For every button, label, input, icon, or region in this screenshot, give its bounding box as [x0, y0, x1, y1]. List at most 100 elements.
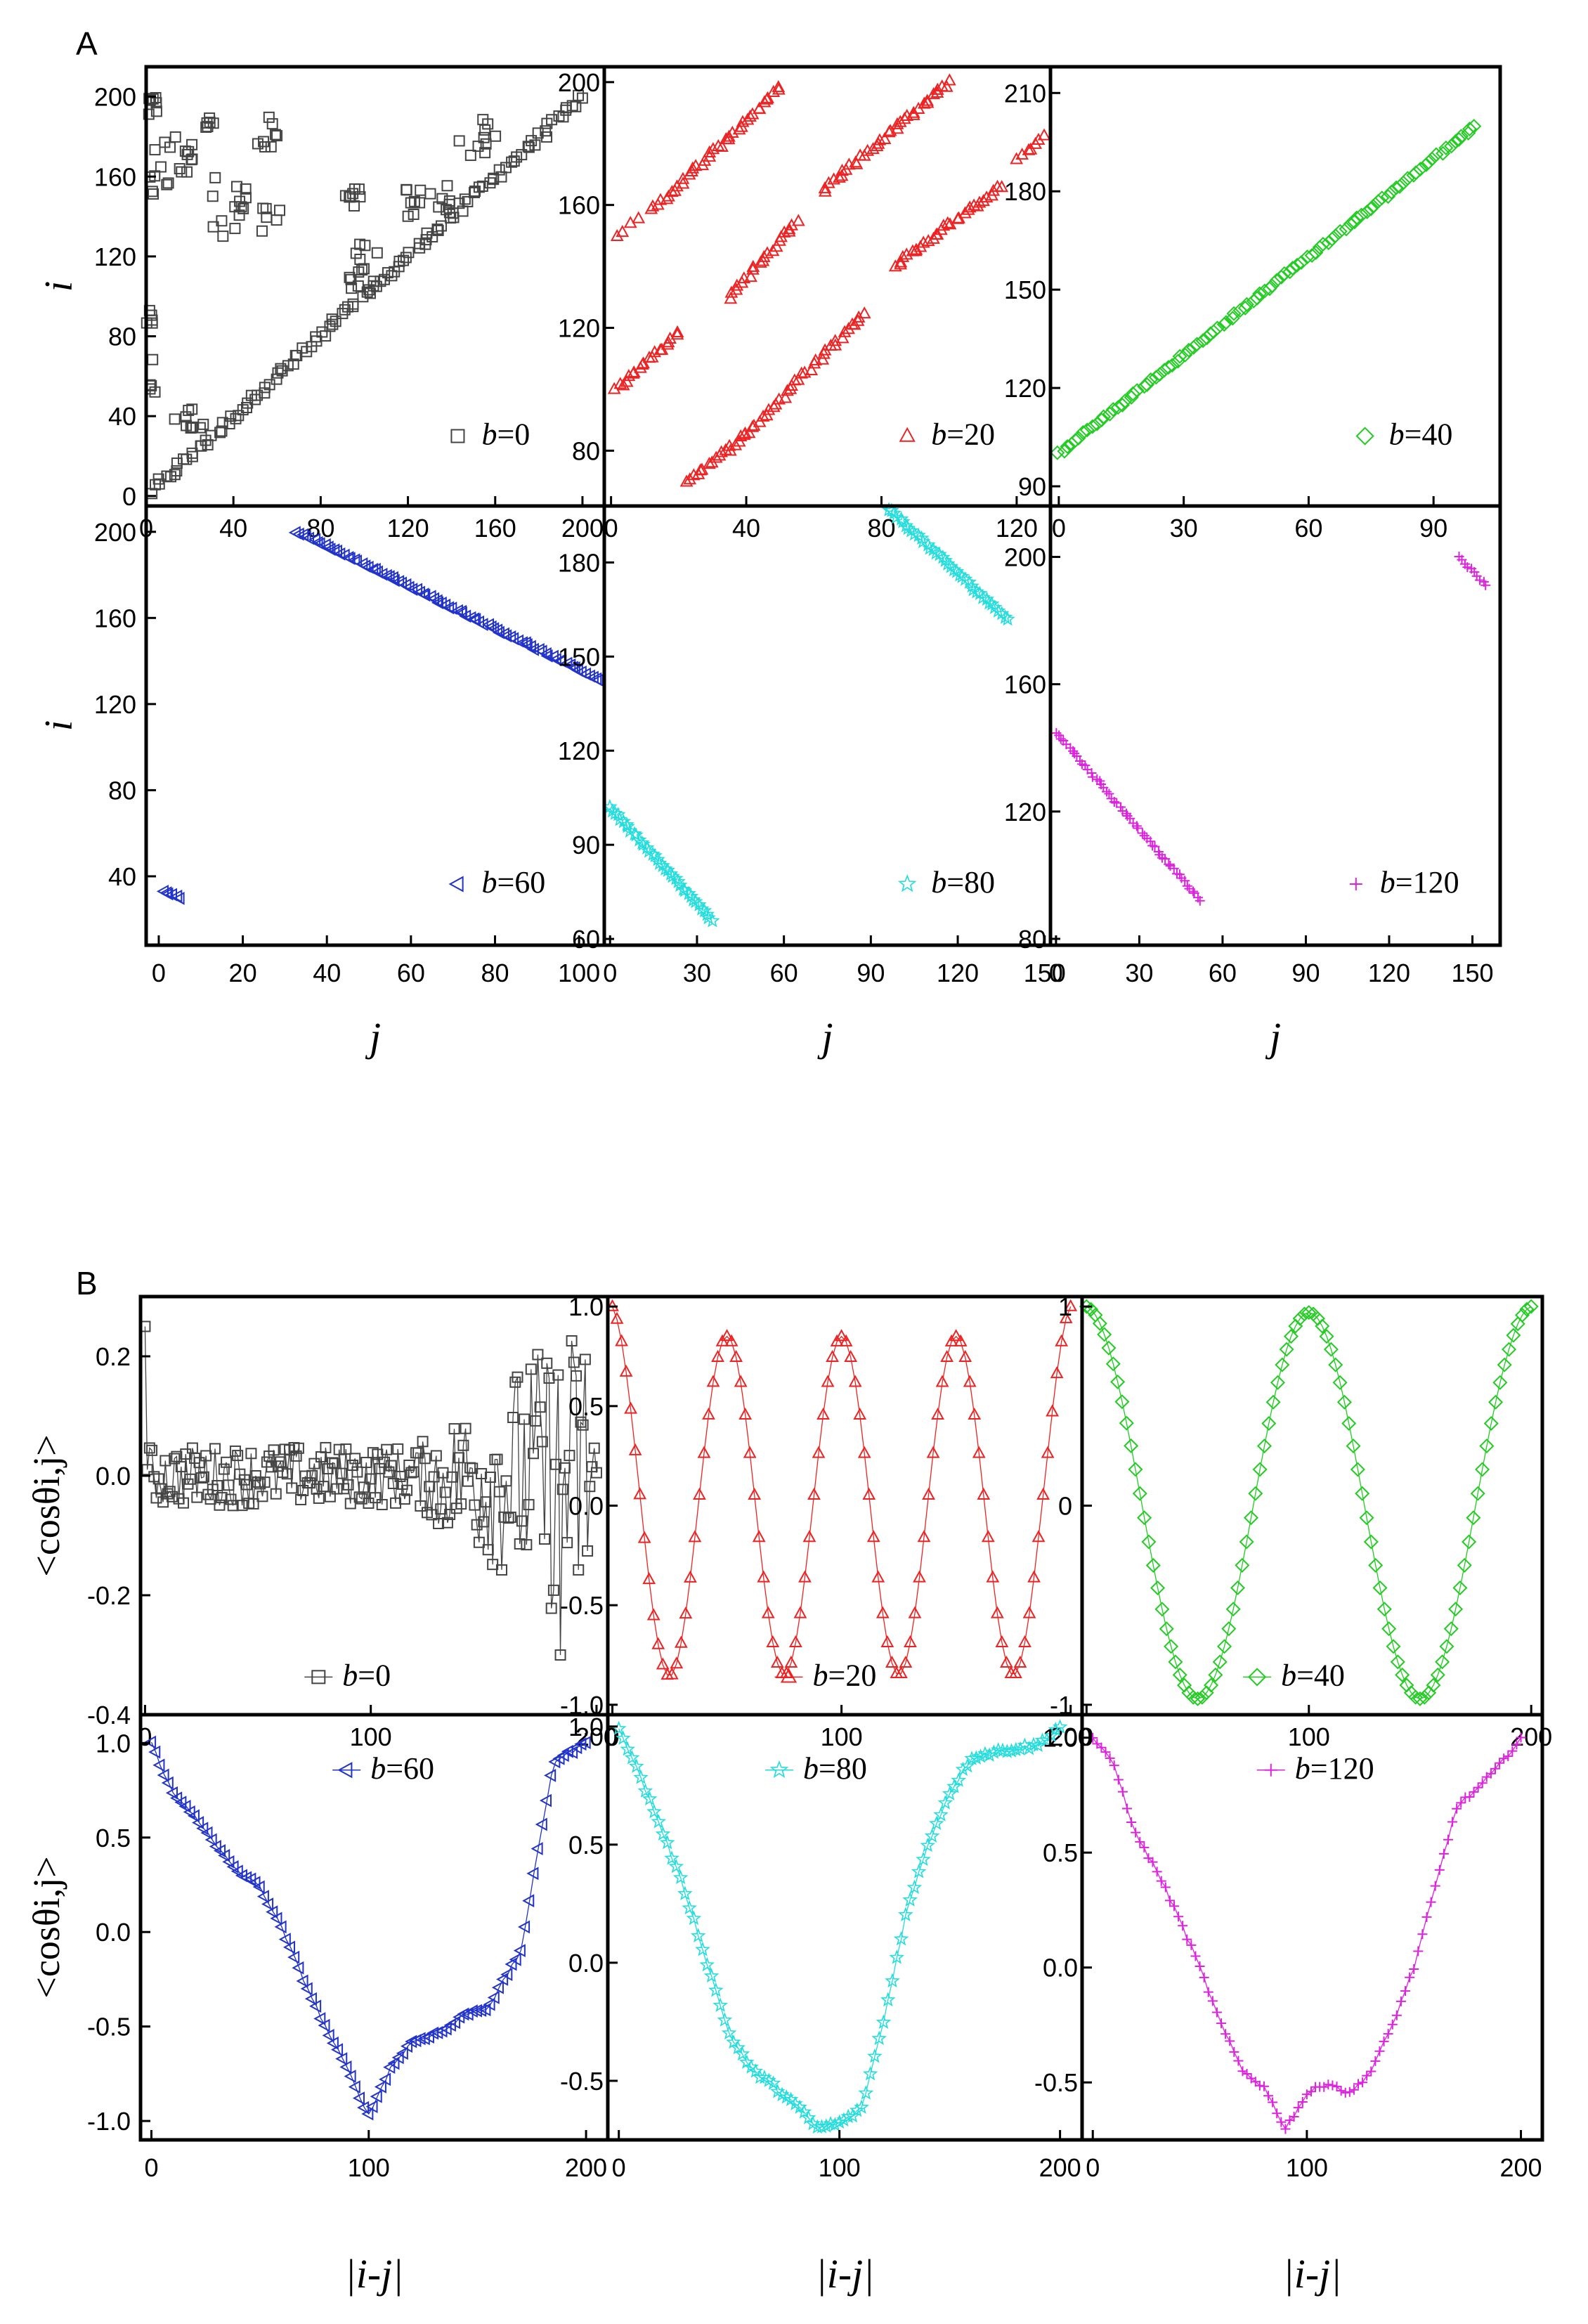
- data-point: [920, 96, 935, 108]
- data-point: [903, 523, 919, 538]
- data-point: [274, 205, 286, 216]
- y-tick-label: 200: [94, 518, 136, 547]
- data-point: [573, 89, 585, 101]
- data-point: [1150, 1580, 1166, 1596]
- y-tick-label: 120: [558, 736, 600, 765]
- plot-frame: [1048, 504, 1502, 947]
- data-point: [674, 1635, 688, 1648]
- data-point: [448, 1423, 460, 1435]
- data-point: [1430, 1881, 1440, 1891]
- data-point: [1055, 734, 1066, 744]
- data-point: [252, 1880, 265, 1894]
- data-point: [335, 1467, 347, 1479]
- data-point: [851, 313, 865, 326]
- data-point: [1340, 2087, 1351, 2098]
- data-point: [544, 1769, 557, 1782]
- data-point: [682, 1900, 697, 1915]
- data-point: [699, 906, 715, 921]
- data-series: [141, 89, 588, 500]
- x-tick-label: 120: [937, 959, 979, 987]
- data-point: [624, 1750, 640, 1765]
- data-point: [150, 105, 162, 117]
- y-tick-label: 150: [558, 642, 600, 671]
- legend-marker: [1355, 427, 1374, 446]
- data-point: [339, 304, 351, 316]
- data-point: [1029, 136, 1043, 149]
- data-point: [816, 352, 830, 365]
- data-point: [772, 80, 786, 93]
- data-point: [488, 174, 500, 186]
- data-point: [159, 136, 171, 148]
- data-point: [935, 1375, 949, 1387]
- data-point: [951, 1772, 966, 1787]
- data-point: [1283, 1329, 1299, 1344]
- data-point: [1008, 1741, 1024, 1757]
- data-point: [493, 1486, 505, 1498]
- data-point: [484, 1472, 496, 1484]
- data-point: [316, 326, 328, 338]
- data-point: [578, 1736, 591, 1750]
- data-point: [1304, 247, 1320, 264]
- x-tick-label: 0: [1086, 2153, 1100, 2182]
- data-point: [296, 1974, 308, 1988]
- data-point: [670, 1656, 684, 1669]
- data-point: [1178, 347, 1193, 363]
- data-point: [318, 538, 331, 552]
- legend-var: b: [1295, 1751, 1310, 1786]
- data-point: [505, 1957, 517, 1971]
- data-point: [371, 247, 383, 259]
- data-point: [766, 1635, 780, 1647]
- data-point: [462, 1475, 474, 1487]
- data-point: [522, 1894, 535, 1908]
- data-point: [1434, 1864, 1445, 1875]
- data-point: [1347, 214, 1362, 230]
- data-point: [1339, 221, 1354, 237]
- x-tick-label: 90: [1291, 959, 1320, 987]
- data-point: [223, 1479, 235, 1491]
- legend: b=0: [450, 417, 530, 452]
- data-point: [1113, 1774, 1124, 1785]
- data-point: [1159, 1621, 1174, 1637]
- data-point: [443, 207, 455, 219]
- y-tick-label: 40: [108, 862, 136, 891]
- data-point: [796, 2104, 812, 2119]
- legend-label: b=40: [1389, 417, 1453, 452]
- data-point: [181, 453, 193, 465]
- data-point: [313, 2012, 326, 2025]
- data-point: [546, 649, 559, 663]
- data-point: [800, 2110, 816, 2124]
- data-point: [281, 1468, 293, 1480]
- x-tick-label: 100: [1286, 2153, 1328, 2182]
- data-point: [909, 242, 923, 255]
- data-point: [1332, 2082, 1342, 2092]
- data-point: [1368, 1557, 1384, 1573]
- data-point: [171, 465, 183, 477]
- data-point: [1319, 2082, 1329, 2092]
- data-point: [987, 599, 1003, 614]
- legend-value: =60: [386, 1751, 434, 1786]
- legend-label: b=0: [342, 1658, 391, 1692]
- data-point: [1121, 808, 1132, 819]
- data-point: [1483, 1415, 1499, 1431]
- data-point: [236, 1500, 248, 1512]
- data-point: [405, 583, 418, 597]
- plot-frame: [1080, 1294, 1544, 1717]
- data-point: [724, 285, 738, 298]
- data-point: [584, 1481, 596, 1493]
- data-point: [1277, 266, 1292, 281]
- data-point: [1182, 881, 1192, 891]
- legend-value: =40: [1405, 417, 1453, 452]
- y-tick-label: 210: [1004, 79, 1046, 108]
- data-point: [942, 73, 956, 86]
- data-point: [439, 1486, 451, 1498]
- data-point: [1188, 886, 1199, 897]
- x-tick-label: 0: [604, 514, 618, 543]
- data-point: [368, 562, 381, 576]
- y-tick-label: 0.5: [568, 1831, 604, 1859]
- data-point: [590, 1467, 602, 1479]
- data-point: [743, 110, 757, 122]
- data-point: [1499, 1753, 1509, 1764]
- data-point: [1452, 1803, 1462, 1814]
- data-point: [670, 325, 684, 338]
